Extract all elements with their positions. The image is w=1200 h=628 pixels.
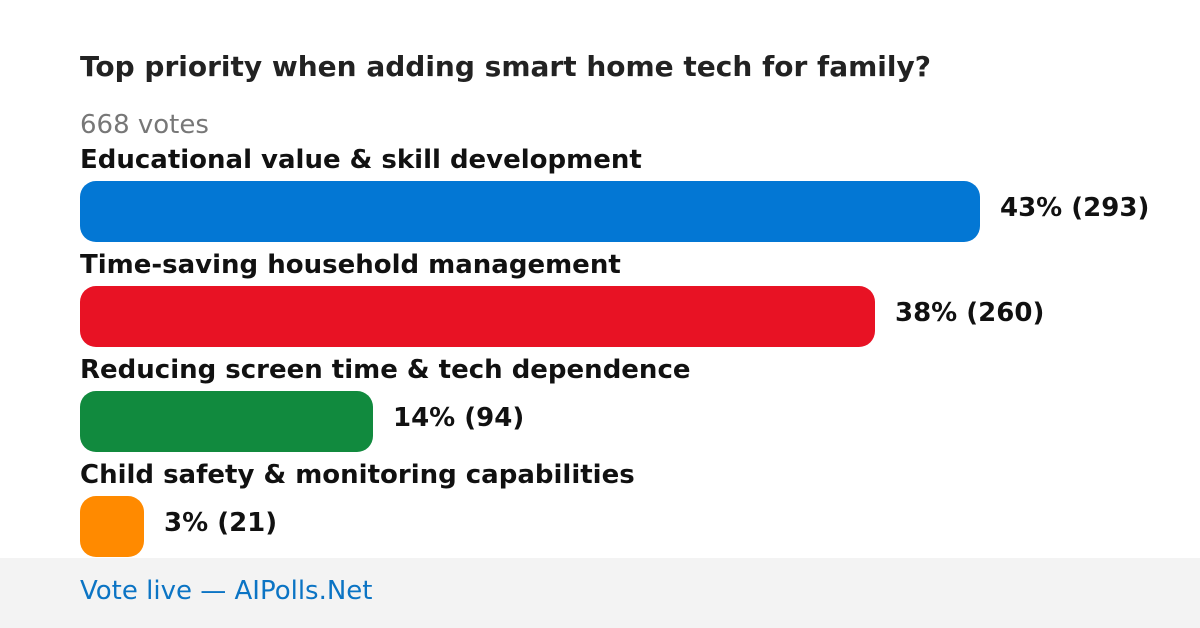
poll-option[interactable]: Time-saving household management 38% (260… (80, 250, 1180, 355)
poll-option[interactable]: Reducing screen time & tech dependence 14… (80, 355, 1180, 460)
option-label: Educational value & skill development (80, 145, 642, 175)
result-bar (80, 286, 875, 347)
poll-option[interactable]: Educational value & skill development 43%… (80, 145, 1180, 250)
poll-option[interactable]: Child safety & monitoring capabilities 3%… (80, 460, 1180, 565)
option-label: Time-saving household management (80, 250, 621, 280)
result-value: 14% (94) (393, 403, 525, 433)
result-bar (80, 181, 980, 242)
result-bar (80, 391, 373, 452)
vote-count: 668 votes (80, 110, 209, 140)
result-value: 43% (293) (1000, 193, 1150, 223)
poll-title: Top priority when adding smart home tech… (80, 50, 931, 83)
result-bar (80, 496, 144, 557)
result-value: 3% (21) (164, 508, 278, 538)
result-value: 38% (260) (895, 298, 1045, 328)
footer: Vote live — AIPolls.Net (0, 558, 1200, 628)
vote-live-link[interactable]: Vote live — AIPolls.Net (80, 576, 373, 606)
option-label: Child safety & monitoring capabilities (80, 460, 635, 490)
option-label: Reducing screen time & tech dependence (80, 355, 691, 385)
